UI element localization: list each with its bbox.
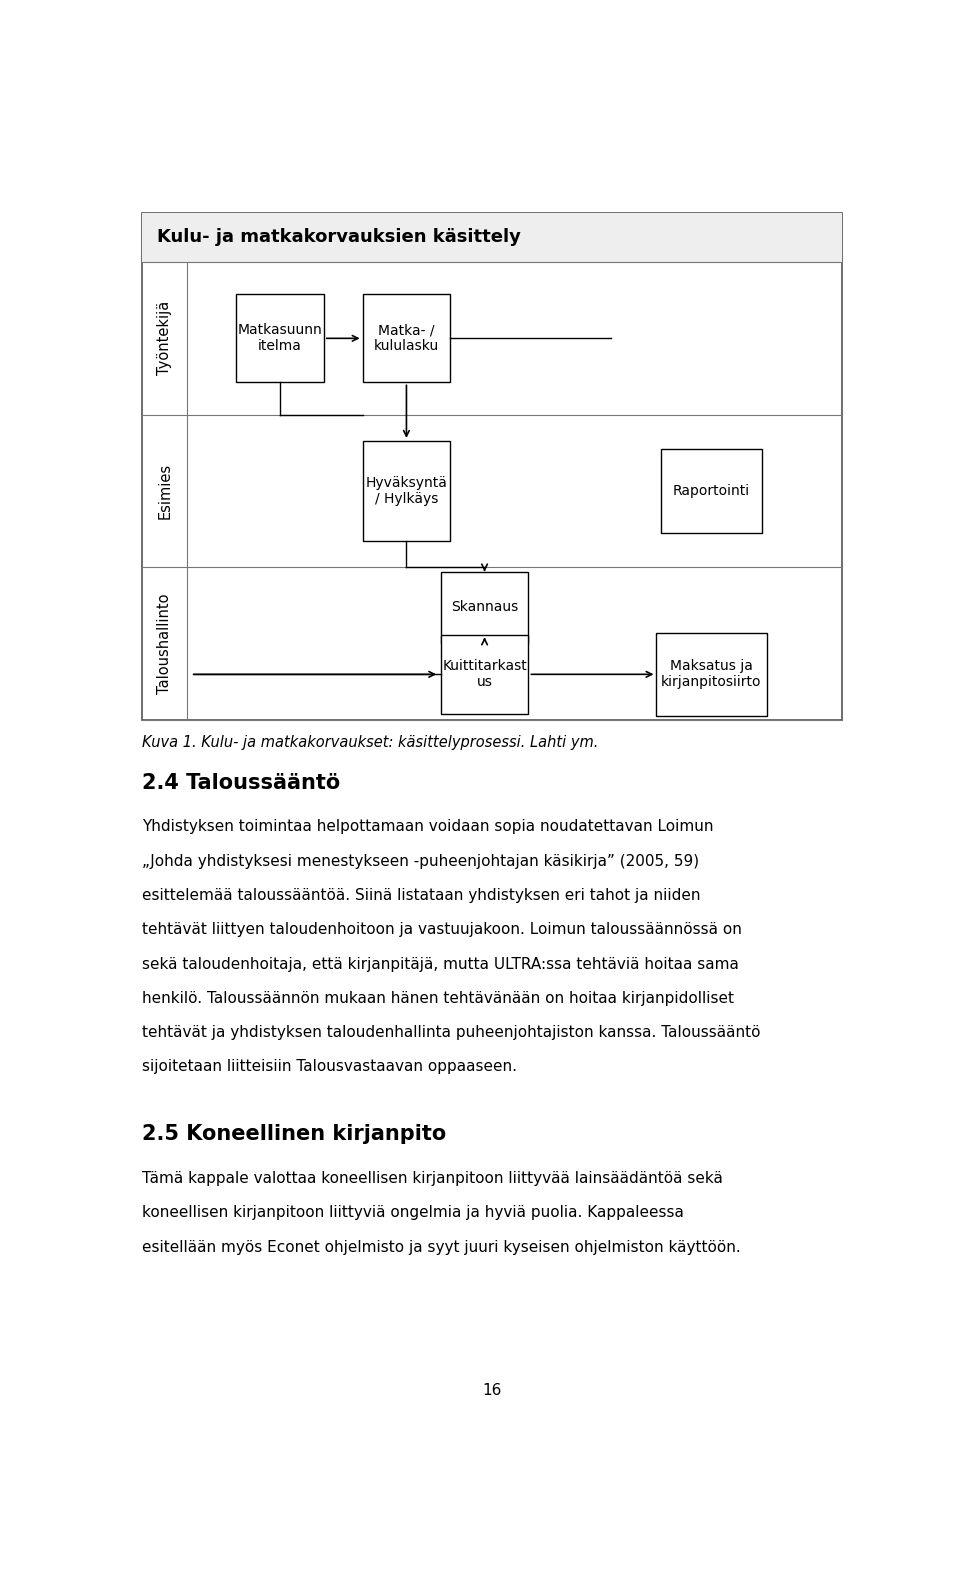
Text: Hyväksyntä
/ Hylkäys: Hyväksyntä / Hylkäys bbox=[366, 476, 447, 506]
Text: sijoitetaan liitteisiin Talousvastaavan oppaaseen.: sijoitetaan liitteisiin Talousvastaavan … bbox=[142, 1060, 517, 1074]
Text: tehtävät liittyen taloudenhoitoon ja vastuujakoon. Loimun taloussäännössä on: tehtävät liittyen taloudenhoitoon ja vas… bbox=[142, 923, 742, 937]
Text: Yhdistyksen toimintaa helpottamaan voidaan sopia noudatettavan Loimun: Yhdistyksen toimintaa helpottamaan voida… bbox=[142, 819, 714, 834]
Text: henkilö. Taloussäännön mukaan hänen tehtävänään on hoitaa kirjanpidolliset: henkilö. Taloussäännön mukaan hänen teht… bbox=[142, 991, 734, 1006]
Bar bbox=[363, 294, 450, 382]
Text: Kuittitarkast
us: Kuittitarkast us bbox=[443, 659, 527, 689]
Text: 2.5 Koneellinen kirjanpito: 2.5 Koneellinen kirjanpito bbox=[142, 1125, 446, 1144]
Bar bbox=[142, 213, 842, 721]
Text: Skannaus: Skannaus bbox=[451, 600, 518, 614]
Text: Matka- /
kululasku: Matka- / kululasku bbox=[373, 323, 439, 353]
Text: 16: 16 bbox=[482, 1383, 502, 1397]
Text: sekä taloudenhoitaja, että kirjanpitäjä, mutta ULTRA:ssa tehtäviä hoitaa sama: sekä taloudenhoitaja, että kirjanpitäjä,… bbox=[142, 956, 739, 972]
Text: esitellään myös Econet ohjelmisto ja syyt juuri kyseisen ohjelmiston käyttöön.: esitellään myös Econet ohjelmisto ja syy… bbox=[142, 1239, 741, 1255]
Bar bbox=[661, 449, 761, 533]
Bar bbox=[236, 294, 324, 382]
Text: koneellisen kirjanpitoon liittyviä ongelmia ja hyviä puolia. Kappaleessa: koneellisen kirjanpitoon liittyviä ongel… bbox=[142, 1206, 684, 1220]
Bar bbox=[441, 635, 528, 714]
Text: Kuva 1. Kulu- ja matkakorvaukset: käsittelyprosessi. Lahti ym.: Kuva 1. Kulu- ja matkakorvaukset: käsitt… bbox=[142, 735, 599, 749]
Text: Matkasuunn
itelma: Matkasuunn itelma bbox=[237, 323, 323, 353]
Bar bbox=[657, 633, 766, 716]
Bar bbox=[142, 213, 842, 263]
Text: 2.4 Taloussääntö: 2.4 Taloussääntö bbox=[142, 773, 341, 792]
Text: Taloushallinto: Taloushallinto bbox=[157, 593, 172, 694]
Text: Esimies: Esimies bbox=[157, 463, 172, 519]
Text: „Johda yhdistyksesi menestykseen -puheenjohtajan käsikirja” (2005, 59): „Johda yhdistyksesi menestykseen -puheen… bbox=[142, 854, 700, 869]
Bar bbox=[363, 441, 450, 541]
Text: tehtävät ja yhdistyksen taloudenhallinta puheenjohtajiston kanssa. Taloussääntö: tehtävät ja yhdistyksen taloudenhallinta… bbox=[142, 1025, 761, 1041]
Bar bbox=[441, 571, 528, 643]
Text: Maksatus ja
kirjanpitosiirto: Maksatus ja kirjanpitosiirto bbox=[661, 659, 761, 689]
Text: Tämä kappale valottaa koneellisen kirjanpitoon liittyvää lainsäädäntöä sekä: Tämä kappale valottaa koneellisen kirjan… bbox=[142, 1171, 723, 1185]
Text: Raportointi: Raportointi bbox=[673, 484, 750, 498]
Text: Kulu- ja matkakorvauksien käsittely: Kulu- ja matkakorvauksien käsittely bbox=[157, 229, 521, 247]
Text: Työntekijä: Työntekijä bbox=[157, 301, 172, 375]
Text: esittelemää taloussääntöä. Siinä listataan yhdistyksen eri tahot ja niiden: esittelemää taloussääntöä. Siinä listata… bbox=[142, 888, 701, 904]
